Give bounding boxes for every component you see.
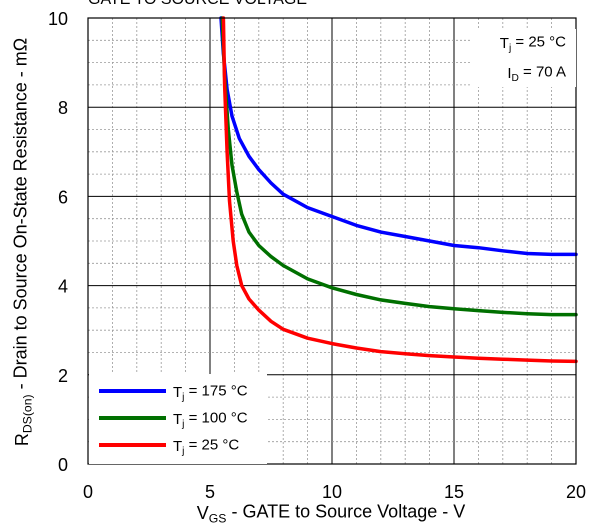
x-tick-label: 0 — [83, 482, 93, 502]
x-tick-label: 5 — [205, 482, 215, 502]
y-tick-label: 4 — [58, 277, 68, 297]
annotation-id: ID = 70 A — [507, 64, 566, 85]
y-axis-label: RDS(on) - Drain to Source On-State Resis… — [10, 38, 34, 446]
annotation-tj: Tj = 25 °C — [500, 34, 566, 55]
legend-label-175c: Tj = 175 °C — [173, 383, 248, 404]
series-line-25c — [221, 16, 578, 364]
y-tick-label: 0 — [58, 455, 68, 475]
x-axis-label: VGS - GATE to Source Voltage - V — [197, 501, 465, 525]
x-tick-label: 10 — [322, 482, 342, 502]
y-tick-label: 2 — [58, 366, 68, 386]
legend-label-100c: Tj = 100 °C — [173, 410, 248, 431]
annotation-box: Tj = 25 °C ID = 70 A — [472, 29, 576, 87]
chart-title: GATE TO SOURCE VOLTAGE — [88, 0, 307, 8]
y-tick-label: 6 — [58, 187, 68, 207]
y-tick-label: 10 — [48, 9, 68, 29]
annotation-box-background — [472, 29, 576, 87]
series-line-175c — [219, 16, 578, 257]
legend-label-25c: Tj = 25 °C — [173, 437, 239, 458]
plot-frame — [87, 17, 577, 465]
legend: Tj = 175 °C Tj = 100 °C Tj = 25 °C — [89, 374, 267, 464]
x-tick-label: 15 — [444, 482, 464, 502]
x-tick-label: 20 — [566, 482, 586, 502]
series-line-100c — [220, 16, 578, 317]
y-tick-label: 8 — [58, 98, 68, 118]
